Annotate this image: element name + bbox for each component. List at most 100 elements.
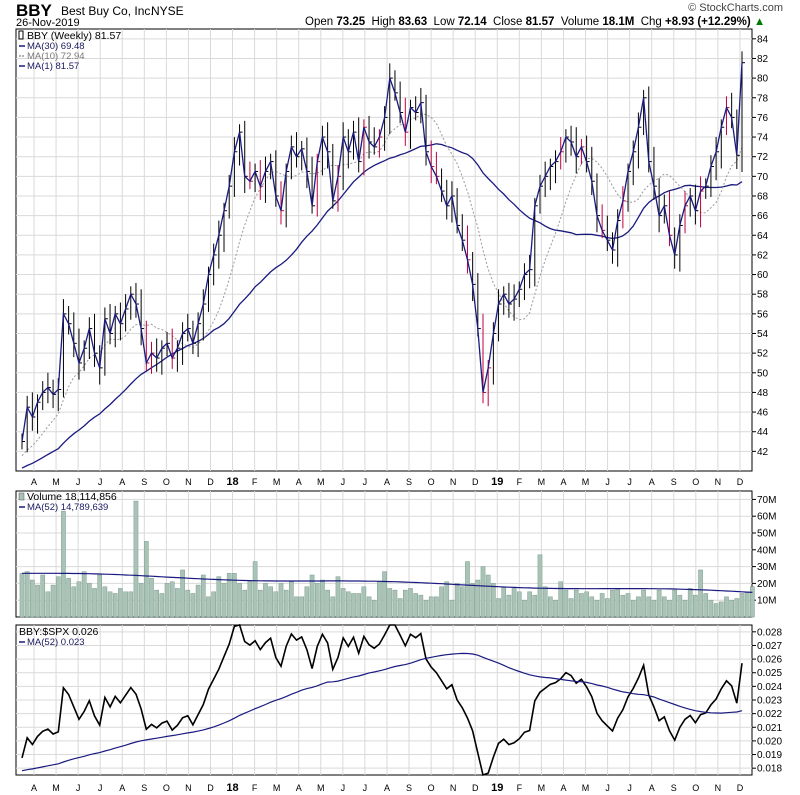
y-tick-label: 50 (757, 368, 769, 379)
y-tick-label: 60M (757, 512, 776, 523)
y-tick-label: 78 (757, 93, 769, 104)
x-tick-label: M (538, 783, 546, 793)
volume-bar (320, 579, 325, 618)
y-tick-label: 70 (757, 172, 769, 183)
volume-value: 18.1M (602, 16, 635, 28)
x-tick-label: N (715, 783, 722, 793)
x-tick-label: J (76, 783, 81, 793)
x-tick-label: A (31, 783, 37, 793)
volume-bar (496, 598, 501, 618)
volume-bar (703, 593, 709, 618)
volume-bar (294, 596, 299, 618)
volume-bar (232, 573, 237, 618)
x-tick-label: A (31, 477, 37, 487)
x-tick-label: J (627, 477, 632, 487)
volume-bar (553, 599, 558, 618)
volume-bars-icon (18, 492, 25, 501)
x-tick-label: 18 (226, 782, 238, 794)
volume-bar (527, 591, 532, 618)
volume-bar (314, 583, 320, 618)
volume-bar (195, 584, 201, 618)
volume-bar (465, 561, 470, 618)
volume-bar (568, 598, 574, 618)
volume-bar (206, 596, 211, 618)
ma30-line (21, 143, 743, 469)
y-tick-label: 0.027 (757, 641, 782, 652)
volume-bar (485, 574, 491, 618)
x-tick-label: D (472, 477, 479, 487)
price-legend-entry: MA(1) 81.57 (27, 61, 79, 72)
x-tick-label: M (273, 477, 281, 487)
volume-bar (330, 596, 336, 618)
x-tick-label: M (582, 783, 590, 793)
volume-bar (175, 588, 180, 618)
x-tick-label: N (450, 783, 457, 793)
y-tick-label: 70M (757, 495, 776, 506)
x-tick-label: A (384, 477, 390, 487)
volume-bar (672, 589, 677, 618)
volume-bar (356, 593, 362, 618)
volume-bar (30, 579, 35, 618)
y-tick-label: 0.022 (757, 709, 782, 720)
y-tick-label: 10M (757, 596, 776, 607)
volume-bar (480, 566, 486, 618)
panel-frame-price (15, 28, 753, 472)
exchange-name: NYSE (151, 4, 184, 18)
x-tick-label: M (538, 477, 546, 487)
ohlc-bars-icon (18, 30, 24, 40)
volume-bar (625, 593, 631, 618)
x-tick-label: N (715, 477, 722, 487)
volume-bar (610, 589, 615, 618)
volume-bar (283, 589, 289, 618)
volume-bar (35, 584, 40, 618)
x-tick-label: J (98, 783, 103, 793)
volume-bar (112, 593, 118, 618)
ratio-legend-entry: MA(52) 0.023 (27, 637, 85, 648)
stockcharts-brand[interactable]: © StockCharts.com (688, 2, 783, 14)
volume-bar (24, 571, 30, 618)
volume-bar (247, 581, 253, 618)
x-tick-label: O (692, 477, 699, 487)
y-tick-label: 0.024 (757, 682, 782, 693)
y-tick-label: 40M (757, 545, 776, 556)
volume-bar (428, 596, 434, 618)
y-tick-label: 74 (757, 133, 769, 144)
y-tick-label: 0.025 (757, 668, 782, 679)
volume-bar (651, 599, 657, 618)
volume-bar (371, 599, 377, 618)
volume-label: Volume (560, 16, 600, 28)
volume-bar (346, 591, 351, 618)
volume-bar (734, 598, 740, 618)
volume-bar (682, 599, 688, 618)
volume-bar (273, 591, 279, 618)
volume-bar (579, 593, 584, 618)
y-tick-label: 50M (757, 529, 776, 540)
volume-bar (185, 589, 191, 618)
y-tick-label: 56 (757, 309, 769, 320)
ratio-ma52-line (21, 652, 743, 772)
volume-bar (724, 596, 729, 618)
quote-summary: Open 73.25 High 83.63 Low 72.14 Close 81… (305, 16, 765, 28)
volume-bar (92, 588, 97, 618)
volume-bar (641, 589, 646, 618)
x-tick-label: A (119, 783, 125, 793)
volume-bar (620, 594, 626, 618)
y-tick-label: 60 (757, 270, 769, 281)
x-tick-label: J (76, 477, 81, 487)
y-tick-label: 0.020 (757, 736, 782, 747)
y-tick-label: 84 (757, 34, 769, 45)
volume-bar (739, 593, 745, 618)
y-tick-label: 0.023 (757, 696, 782, 707)
x-tick-label: J (341, 477, 346, 487)
y-tick-label: 72 (757, 152, 769, 163)
volume-bar (40, 574, 46, 618)
y-tick-label: 82 (757, 54, 769, 65)
chg-label: Chg (640, 16, 662, 28)
volume-bar (630, 599, 636, 618)
x-tick-label: N (450, 477, 457, 487)
volume-bar (449, 599, 455, 618)
volume-bar (340, 588, 346, 618)
x-tick-label: O (163, 783, 170, 793)
volume-bar (180, 569, 185, 618)
volume-bar (351, 593, 356, 618)
